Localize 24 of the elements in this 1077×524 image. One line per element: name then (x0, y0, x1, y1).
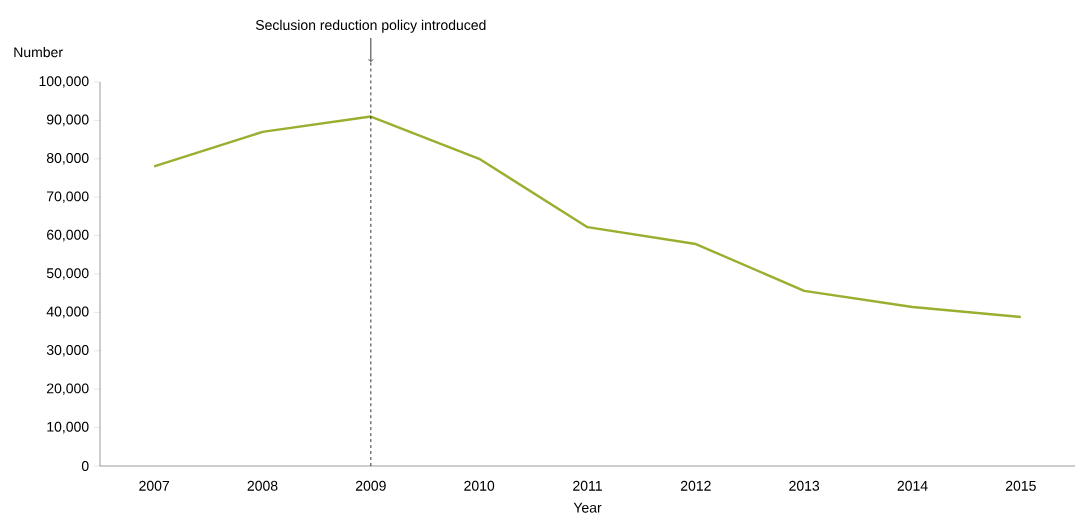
x-axis-title: Year (573, 502, 602, 513)
y-tick-label: 80,000 (46, 153, 89, 165)
x-tick-label: 2007 (139, 480, 170, 491)
y-tick-label: 20,000 (47, 383, 89, 395)
y-tick-label: 10,000 (47, 421, 89, 434)
y-tick-label: 0 (81, 461, 89, 471)
line-series (152, 115, 1023, 319)
y-tick-label: 60,000 (47, 229, 89, 242)
x-tick-label: 2015 (1005, 480, 1036, 491)
x-tick-label: 2014 (897, 480, 928, 491)
x-tick-label: 2010 (464, 480, 495, 491)
y-tick-label: 50,000 (46, 268, 89, 280)
x-tick-label: 2011 (573, 480, 602, 491)
y-tick-label: 90,000 (46, 114, 89, 127)
y-axis-title: Number (14, 46, 63, 58)
y-tick-label: 70,000 (47, 191, 89, 203)
y-tick-label: 40,000 (46, 306, 89, 319)
y-tick-label: 30,000 (46, 345, 89, 357)
x-tick-label: 2008 (247, 480, 278, 491)
x-tick-label: 2012 (680, 480, 711, 491)
ref-line-label: Seclusion reduction policy introduced (255, 19, 486, 33)
y-tick-label: 100,000 (39, 76, 89, 88)
x-tick-label: 2009 (355, 480, 386, 491)
x-tick-label: 2013 (789, 480, 820, 491)
